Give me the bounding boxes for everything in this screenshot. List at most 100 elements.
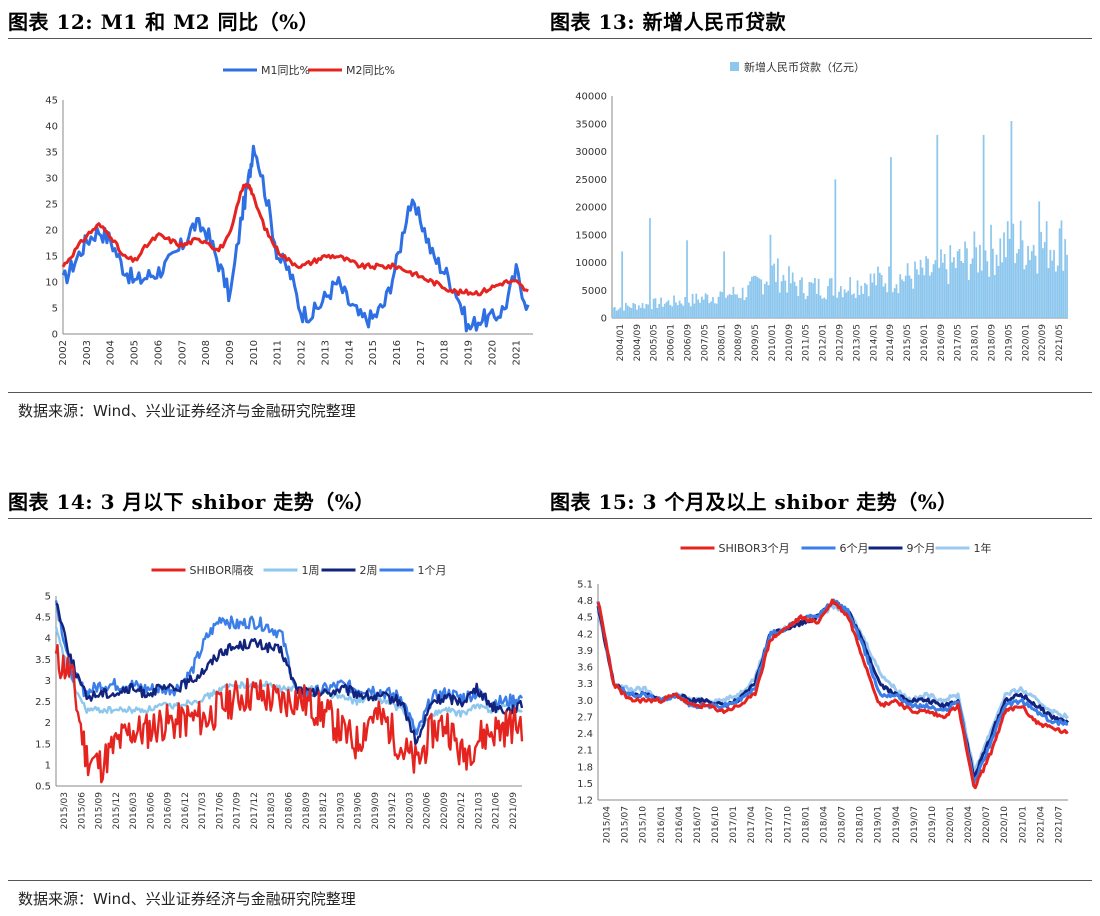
bar (1058, 228, 1061, 318)
bar (838, 291, 840, 318)
bar (867, 296, 870, 318)
bar (747, 285, 750, 318)
y-tick-label: 10 (45, 278, 58, 289)
bar (1017, 249, 1020, 318)
y-tick-label: 40 (45, 122, 58, 133)
bar (927, 258, 929, 318)
bar (697, 299, 700, 318)
bar (914, 261, 916, 318)
x-tick-label: 2012/01 (819, 324, 829, 361)
bar (650, 309, 653, 318)
bar (958, 248, 961, 318)
chart15-title: 图表 15: 3 个月及以上 shibor 走势（%） (550, 490, 958, 514)
x-tick-label: 2018/03 (267, 792, 277, 829)
bar (993, 275, 996, 318)
bar (882, 286, 885, 318)
legend-label: 1周 (302, 564, 320, 577)
bar (966, 248, 968, 318)
x-tick-label: 2020/09 (1038, 324, 1048, 362)
x-tick-label: 2017/06 (215, 792, 225, 830)
legend-label: 6个月 (840, 542, 869, 555)
bar (1066, 254, 1068, 318)
legend-label: 9个月 (907, 542, 936, 555)
bar (999, 238, 1002, 318)
y-tick-label: 0 (52, 330, 58, 341)
bar (667, 300, 670, 318)
bar (660, 297, 662, 318)
x-tick-label: 2009/05 (751, 324, 761, 361)
bar (1025, 264, 1028, 318)
x-tick-label: 2007 (177, 340, 188, 365)
bar (845, 292, 848, 318)
bar (828, 278, 831, 318)
x-tick-label: 2015/06 (77, 792, 87, 830)
y-tick-label: 2.7 (577, 712, 593, 723)
bar (702, 299, 705, 318)
bar (1014, 263, 1016, 318)
bar (669, 305, 672, 318)
bar (649, 218, 651, 318)
x-tick-label: 2010/01 (768, 324, 778, 361)
x-tick-label: 2005/05 (650, 324, 660, 361)
y-tick-label: 3.3 (577, 679, 593, 690)
bar (964, 241, 966, 318)
bar (675, 302, 677, 318)
series-line-1w (54, 626, 523, 732)
bar (849, 277, 852, 318)
bar (1062, 270, 1065, 318)
y-tick-label: 0.5 (35, 782, 51, 793)
x-tick-label: 2010 (249, 340, 260, 365)
bar (862, 293, 864, 318)
bar (784, 280, 787, 318)
x-tick-label: 2016/09 (164, 792, 174, 830)
x-tick-label: 2015/10 (639, 806, 649, 844)
bar (906, 263, 909, 318)
x-tick-label: 2019/03 (336, 792, 346, 829)
bar (665, 301, 668, 318)
bar (628, 307, 631, 318)
legend-label: SHIBOR隔夜 (190, 563, 254, 577)
y-tick-label: 35000 (575, 119, 607, 130)
x-tick-label: 2014/09 (886, 324, 896, 362)
x-tick-label: 2016/06 (146, 792, 156, 830)
bar (1053, 250, 1055, 318)
bar (643, 308, 646, 318)
x-tick-label: 2020/03 (405, 792, 415, 829)
bar (852, 293, 855, 318)
bar (808, 282, 811, 318)
bar (704, 293, 707, 318)
bar (1004, 257, 1007, 318)
bar (843, 289, 846, 318)
bar (986, 261, 989, 318)
bar (941, 262, 944, 318)
x-tick-label: 2018/09 (302, 792, 312, 830)
x-tick-label: 2006/01 (667, 324, 677, 361)
bar (921, 267, 924, 318)
x-tick-label: 2012/09 (836, 324, 846, 362)
y-tick-label: 40000 (575, 92, 607, 103)
bar (789, 283, 792, 318)
y-tick-label: 5.1 (577, 580, 593, 591)
bar (930, 272, 933, 318)
series-line-m2 (61, 182, 529, 297)
x-tick-label: 2017/09 (233, 792, 243, 830)
bar (630, 308, 633, 318)
bar (858, 295, 861, 318)
bar (832, 295, 835, 318)
bar (919, 259, 922, 318)
bar (947, 283, 950, 318)
bar (967, 279, 970, 318)
x-tick-label: 2016/09 (937, 324, 947, 362)
bar (624, 302, 627, 318)
bar (752, 275, 755, 318)
x-tick-label: 2020/04 (964, 806, 974, 844)
bar (830, 278, 833, 318)
legend-label: SHIBOR3个月 (719, 542, 790, 555)
bar (686, 240, 688, 318)
bar (984, 250, 987, 318)
bar (1060, 220, 1063, 318)
bar (865, 284, 868, 318)
bar (767, 285, 770, 318)
bar (1038, 201, 1041, 318)
y-tick-label: 5 (52, 304, 58, 315)
